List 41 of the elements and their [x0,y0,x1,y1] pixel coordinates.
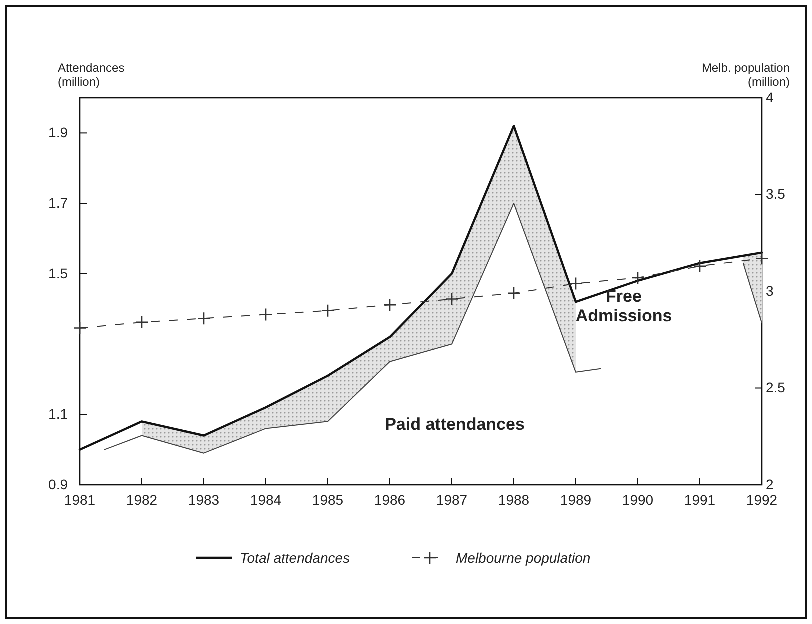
y-tick-label: 0.9 [48,476,68,492]
annotation: Free Admissions [576,287,672,326]
y2-tick-label: 3 [766,282,774,299]
point [631,271,645,285]
point [197,312,211,326]
line-series [78,125,764,451]
point [445,292,459,306]
y-axis-title: Attendances (million) [58,61,125,89]
legend-label: Melbourne population [456,550,591,566]
x-tick-label: 1992 [746,492,778,508]
point [135,316,149,330]
point [383,298,397,312]
x-tick-label: 1982 [126,492,158,508]
x-tick-label: 1981 [64,492,96,508]
y-tick-label: 1.9 [48,124,68,141]
point [259,308,273,322]
y2-tick-label: 3.5 [766,186,786,202]
x-tick-label: 1988 [498,492,530,508]
y2-axis-title: Melb. population (million) [702,61,790,89]
y-tick-label: 1.1 [48,406,68,422]
x-tick-label: 1989 [560,492,592,508]
legend-label: Total attendances [240,550,350,566]
y2-tick-label: 2 [766,476,774,492]
point [755,252,769,266]
x-tick-label: 1991 [684,492,716,508]
x-tick-label: 1983 [188,492,220,508]
point [321,304,335,318]
point [569,277,583,290]
x-tick-label: 1990 [622,492,654,508]
x-tick-label: 1987 [436,492,468,508]
x-tick-label: 1984 [250,492,282,508]
y2-tick-label: 4 [766,89,774,106]
x-tick-label: 1986 [374,492,406,508]
point [507,286,521,300]
point [73,322,87,335]
x-tick-label: 1985 [312,492,344,508]
annotation: Paid attendances [385,415,525,434]
y-tick-label: 1.7 [48,195,68,212]
point [693,260,707,273]
y2-tick-label: 2.5 [766,380,786,396]
y-tick-label: 1.5 [48,265,68,282]
